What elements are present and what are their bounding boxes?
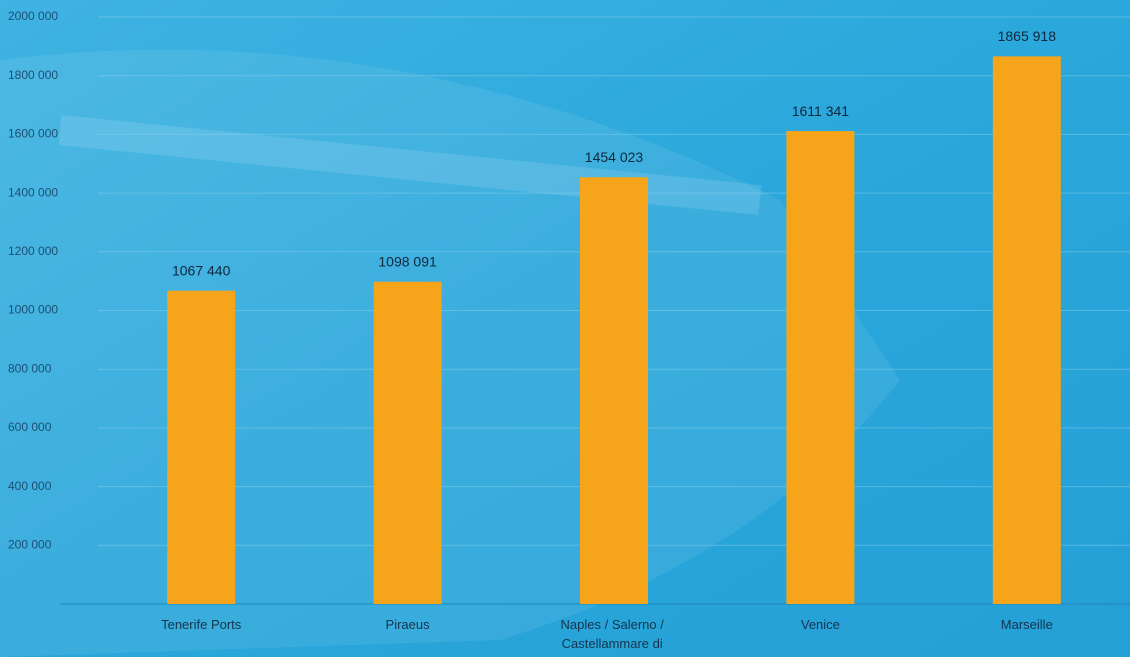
y-tick-label: 1800 000 xyxy=(8,68,58,82)
x-tick-label: Naples / Salerno / Castellammare di Stab… xyxy=(561,617,668,657)
bar xyxy=(992,56,1061,604)
y-tick-label: 1400 000 xyxy=(8,185,58,199)
bar xyxy=(580,177,648,604)
value-label: 1865 918 xyxy=(998,28,1057,44)
y-tick-label: 200 000 xyxy=(8,537,52,551)
y-tick-label: 1600 000 xyxy=(8,127,58,141)
y-tick-label: 2000 000 xyxy=(8,9,58,23)
x-tick-label: Piraeus xyxy=(386,617,431,632)
x-tick-label: Venice xyxy=(801,617,840,632)
bar xyxy=(373,281,442,604)
value-label: 1611 341 xyxy=(792,103,850,119)
value-label: 1067 440 xyxy=(172,262,231,278)
bar xyxy=(167,290,236,604)
value-label: 1454 023 xyxy=(585,149,644,165)
bar xyxy=(786,131,855,604)
y-tick-label: 400 000 xyxy=(8,479,52,493)
y-tick-label: 600 000 xyxy=(8,420,52,434)
value-label: 1098 091 xyxy=(378,253,437,269)
y-tick-label: 1000 000 xyxy=(8,303,58,317)
x-tick-label: Tenerife Ports xyxy=(161,617,242,632)
x-tick-label: Marseille xyxy=(1001,617,1053,632)
y-tick-label: 800 000 xyxy=(8,361,52,375)
y-tick-label: 1200 000 xyxy=(8,244,58,258)
